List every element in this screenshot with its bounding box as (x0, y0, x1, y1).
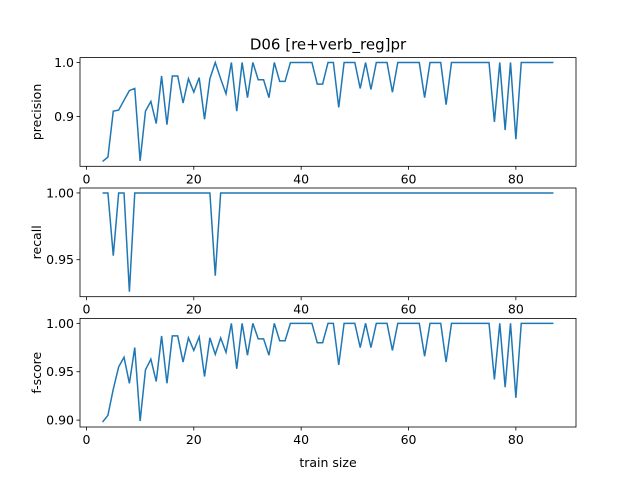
y-tick-label: 0.9 (54, 109, 74, 124)
x-tick-label: 40 (293, 302, 309, 317)
y-tick-label: 1.0 (54, 55, 74, 70)
axes-frame (79, 317, 577, 428)
data-line (101, 322, 554, 423)
y-tick-label: 1.00 (46, 316, 74, 331)
x-tick-label: 80 (508, 302, 524, 317)
x-tick-label: 0 (82, 171, 90, 186)
x-tick-label: 40 (293, 432, 309, 447)
y-tick-label: 0.90 (46, 413, 74, 428)
y-tick-label: 0.95 (46, 252, 74, 267)
x-tick-label: 20 (186, 432, 202, 447)
x-tick-label: 20 (186, 171, 202, 186)
data-line (102, 60, 554, 163)
y-tick-label: 0.95 (46, 364, 74, 379)
axes-frame (79, 187, 577, 298)
x-tick-label: 60 (401, 171, 417, 186)
x-tick-label: 20 (186, 302, 202, 317)
y-axis-label: recall (29, 225, 44, 259)
y-axis-label: f-score (29, 351, 44, 393)
x-tick-label: 60 (401, 302, 417, 317)
chart-title: D06 [re+verb_reg]pr (250, 36, 407, 55)
x-axis-label: train size (299, 455, 357, 470)
x-tick-label: 60 (401, 432, 417, 447)
x-tick-label: 40 (293, 171, 309, 186)
y-axis-label: precision (29, 84, 44, 140)
x-tick-label: 0 (82, 302, 90, 317)
x-tick-label: 80 (508, 171, 524, 186)
data-line (102, 192, 554, 292)
x-tick-label: 80 (508, 432, 524, 447)
x-tick-label: 0 (82, 432, 90, 447)
axes-frame (79, 57, 577, 167)
y-tick-label: 1.00 (46, 185, 74, 200)
